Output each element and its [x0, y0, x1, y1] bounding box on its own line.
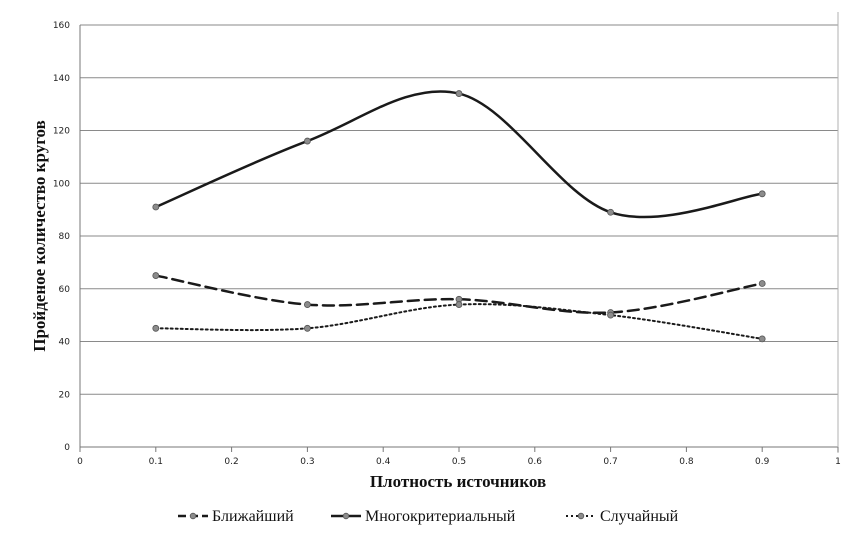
data-point-multicriteria — [607, 208, 614, 216]
x-tick-label: 0.1 — [149, 457, 163, 467]
data-point-multicriteria — [303, 137, 311, 145]
data-point-multicriteria — [758, 190, 766, 198]
data-point-multicriteria — [152, 203, 160, 211]
x-tick-label: 0.7 — [603, 457, 617, 467]
data-point-multicriteria — [455, 90, 463, 97]
data-point-random — [303, 324, 311, 332]
x-tick-label: 1 — [835, 457, 841, 467]
x-tick-label: 0.2 — [224, 457, 238, 467]
legend-label-random: Случайный — [600, 508, 679, 525]
x-axis-title: Плотность источников — [370, 472, 546, 491]
y-tick-label: 20 — [59, 390, 71, 400]
y-tick-label: 60 — [59, 285, 71, 295]
y-axis-title: Пройденое количество кругов — [30, 120, 49, 352]
y-tick-label: 100 — [53, 179, 70, 189]
x-tick-label: 0.6 — [528, 457, 543, 467]
x-tick-label: 0.4 — [376, 457, 391, 467]
y-tick-label: 120 — [53, 127, 70, 137]
series-line-random — [154, 303, 764, 340]
data-point-random — [152, 324, 160, 332]
grid-layer — [80, 24, 838, 395]
y-tick-label: 40 — [59, 338, 71, 348]
data-point-nearest — [152, 272, 160, 279]
y-tick-label: 0 — [64, 443, 70, 453]
data-point-random — [455, 301, 463, 308]
x-tick-label: 0.5 — [452, 457, 466, 467]
axis-layer: 0 20 40 60 80 100 120 140 160 0 0.1 0.2 0.3 0.4 0.5 0.6… — [53, 12, 841, 467]
y-tick-label: 80 — [59, 232, 71, 242]
data-point-nearest — [758, 280, 766, 287]
series-line-multicriteria — [154, 90, 764, 219]
y-tick-label: 160 — [53, 21, 70, 31]
legend-marker-multicriteria — [342, 512, 350, 520]
marker-layer — [152, 90, 766, 343]
y-tick-label: 140 — [53, 74, 70, 84]
legend-marker-random — [577, 512, 585, 520]
x-tick-label: 0 — [77, 457, 83, 467]
x-tick-label: 0.8 — [679, 457, 694, 467]
data-point-random — [607, 311, 614, 319]
x-tick-label: 0.3 — [300, 457, 314, 467]
legend-label-nearest: Ближайший — [212, 508, 294, 525]
legend-marker-nearest — [189, 512, 197, 520]
data-point-random — [758, 335, 766, 343]
legend-label-multicriteria: Многокритериальный — [365, 508, 516, 525]
data-point-nearest — [303, 301, 311, 308]
x-tick-label: 0.9 — [755, 457, 770, 467]
legend: Ближайший Многокритериальный Случайный — [178, 508, 679, 525]
